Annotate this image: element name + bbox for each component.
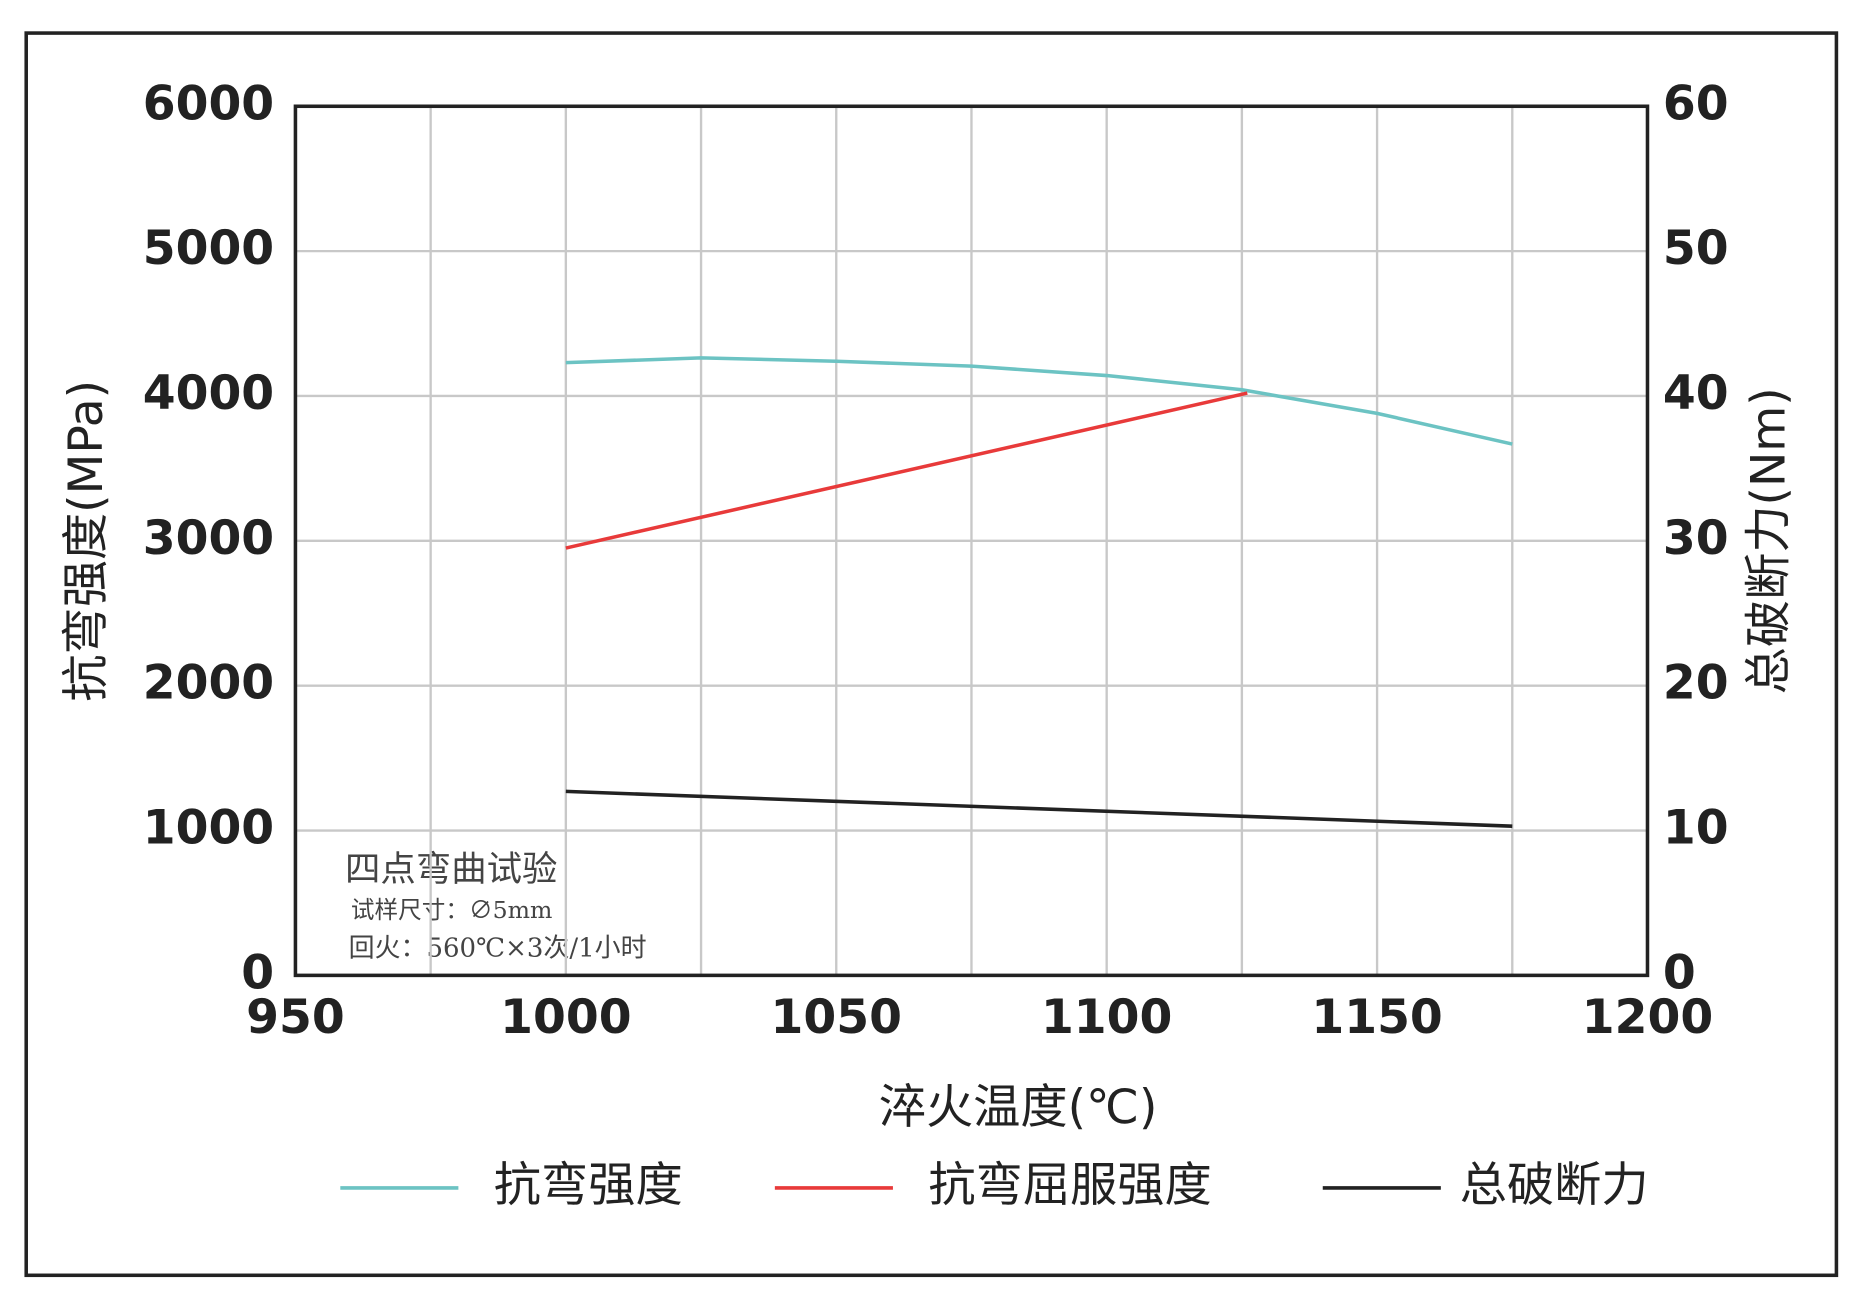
y2-tick-label: 30 xyxy=(1663,511,1729,566)
annotation: 四点弯曲试验 xyxy=(345,849,557,890)
plot-area xyxy=(293,104,1650,978)
x-tick-label: 1200 xyxy=(1582,990,1713,1045)
y-axis-title: 抗弯强度(MPa) xyxy=(59,380,114,702)
y-tick-label: 6000 xyxy=(143,76,274,131)
x-tick-label: 1100 xyxy=(1041,990,1172,1045)
y-tick-label: 0 xyxy=(241,945,274,1000)
line xyxy=(565,391,1248,550)
y-tick-label: 1000 xyxy=(143,801,274,856)
y2-tick-label: 10 xyxy=(1663,801,1729,856)
y-tick-label: 2000 xyxy=(143,656,274,711)
frame xyxy=(24,31,1839,1278)
line xyxy=(565,356,1513,446)
legend-label: 总破断力 xyxy=(1460,1158,1649,1213)
y-tick-label: 5000 xyxy=(143,221,274,276)
x-tick-label: 1150 xyxy=(1311,990,1442,1045)
annotation: 回火：560℃×3次/1小时 xyxy=(349,933,647,963)
x-axis-title: 淬火温度(℃) xyxy=(879,1080,1158,1135)
y2-tick-label: 0 xyxy=(1663,945,1696,1000)
annotation: 试样尺寸：∅5mm xyxy=(351,896,552,924)
legend-label: 抗弯屈服强度 xyxy=(928,1158,1211,1213)
y2-tick-label: 60 xyxy=(1663,76,1729,131)
x-tick-label: 950 xyxy=(246,990,345,1045)
line xyxy=(565,789,1513,828)
y2-tick-label: 50 xyxy=(1663,221,1729,276)
y2-tick-label: 40 xyxy=(1663,366,1729,421)
y2-axis-title: 总破断力(Nm) xyxy=(1741,387,1796,694)
x-tick-label: 1050 xyxy=(771,990,902,1045)
y2-tick-label: 20 xyxy=(1663,656,1729,711)
y-tick-label: 3000 xyxy=(143,511,274,566)
y-tick-label: 4000 xyxy=(143,366,274,421)
x-tick-label: 1000 xyxy=(500,990,631,1045)
legend-label: 抗弯强度 xyxy=(494,1158,683,1213)
